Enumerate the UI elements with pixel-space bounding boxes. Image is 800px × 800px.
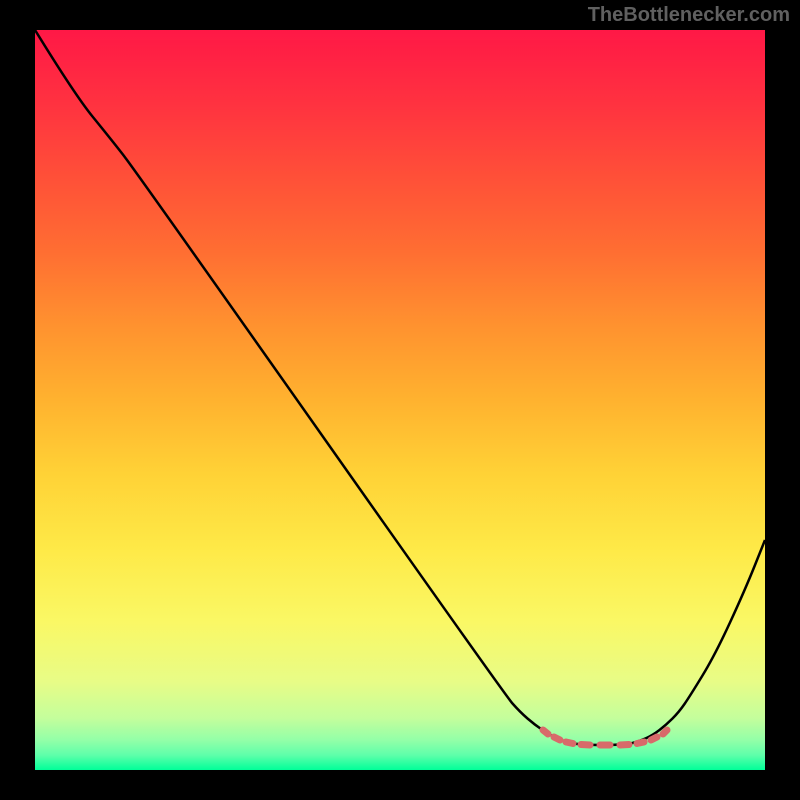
- flat-band-segment: [663, 730, 667, 734]
- plot-area: [35, 30, 765, 770]
- chart-container: TheBottlenecker.com: [0, 0, 800, 800]
- flat-band-segment: [637, 742, 644, 744]
- flat-band-segment: [566, 742, 573, 744]
- flat-band-segment: [581, 745, 590, 746]
- main-curve: [35, 30, 765, 745]
- chart-svg: [35, 30, 765, 770]
- flat-band-segment: [651, 737, 657, 740]
- watermark-text: TheBottlenecker.com: [588, 4, 790, 27]
- flat-band-segment: [554, 737, 560, 740]
- flat-band-segment: [543, 730, 548, 734]
- flat-band-segment: [620, 745, 629, 746]
